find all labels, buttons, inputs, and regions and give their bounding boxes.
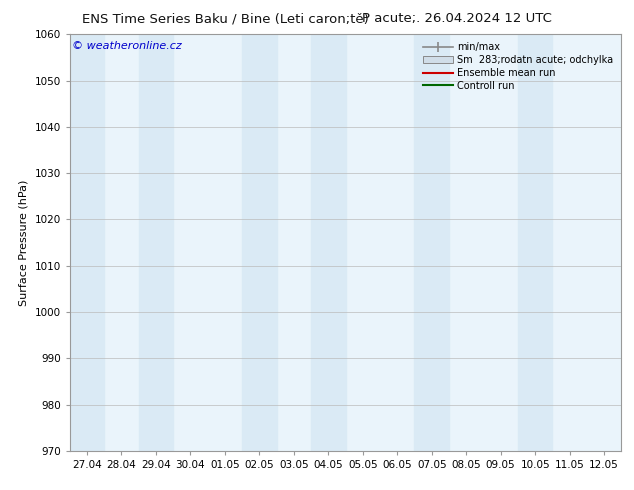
Y-axis label: Surface Pressure (hPa): Surface Pressure (hPa)	[19, 179, 29, 306]
Bar	[311, 34, 346, 451]
Text: © weatheronline.cz: © weatheronline.cz	[72, 41, 182, 50]
Legend: min/max, Sm  283;rodatn acute; odchylka, Ensemble mean run, Controll run: min/max, Sm 283;rodatn acute; odchylka, …	[420, 39, 616, 94]
Bar	[139, 34, 173, 451]
Text: P acute;. 26.04.2024 12 UTC: P acute;. 26.04.2024 12 UTC	[362, 12, 552, 25]
Bar	[415, 34, 449, 451]
Bar	[242, 34, 276, 451]
Bar	[518, 34, 552, 451]
Text: ENS Time Series Baku / Bine (Leti caron;tě): ENS Time Series Baku / Bine (Leti caron;…	[82, 12, 369, 25]
Bar	[70, 34, 104, 451]
